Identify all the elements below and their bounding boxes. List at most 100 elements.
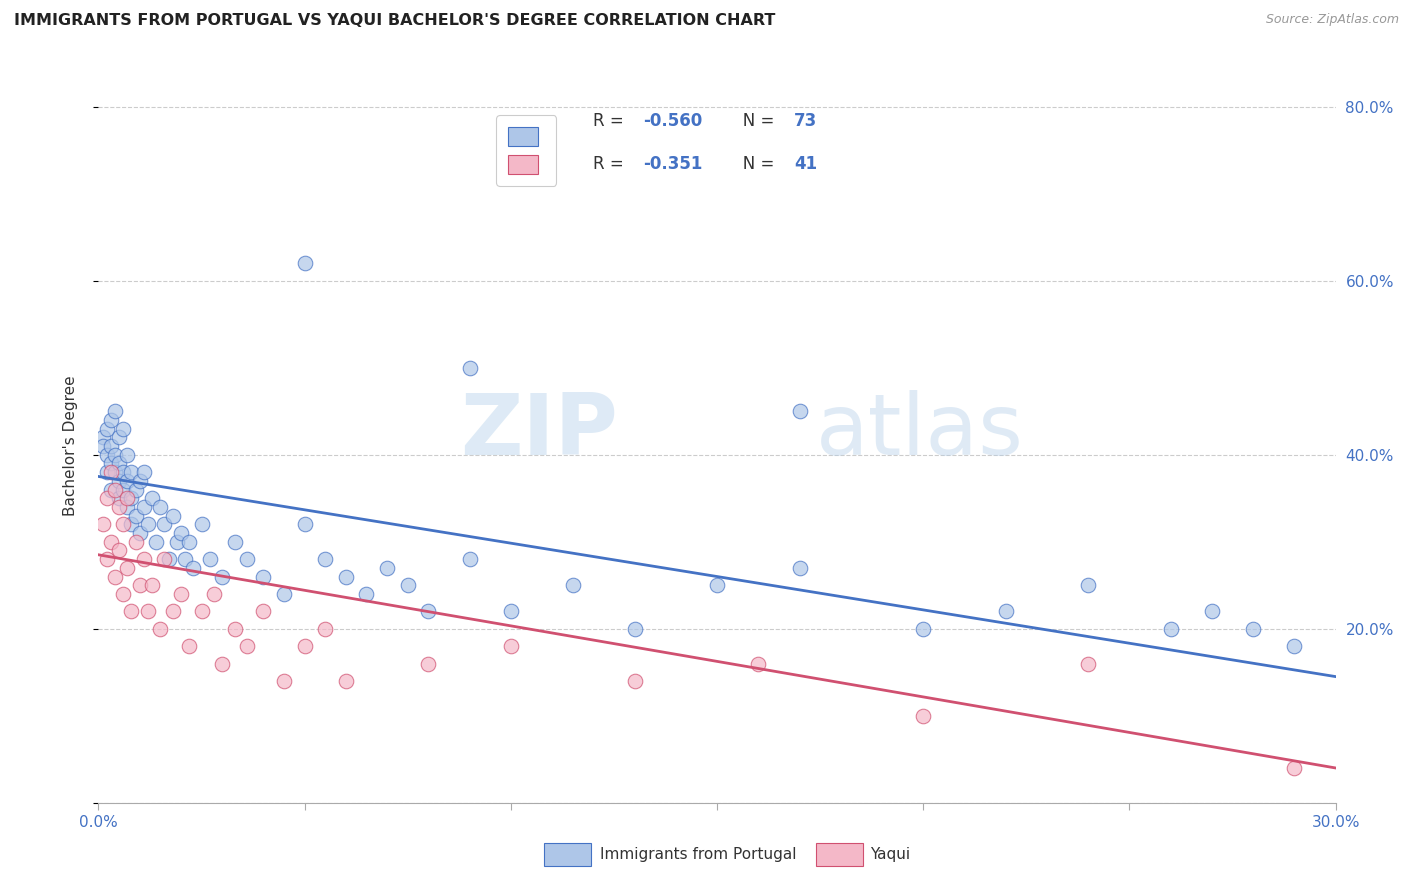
- Point: [356, 587, 378, 601]
- Text: ZIP: ZIP: [460, 390, 619, 474]
- Point: [335, 569, 357, 583]
- Point: [96, 491, 118, 506]
- Point: [211, 657, 233, 671]
- Point: [418, 604, 440, 618]
- Point: [789, 404, 811, 418]
- Point: [141, 491, 163, 506]
- Point: [112, 483, 135, 497]
- Point: [252, 569, 274, 583]
- Point: [132, 552, 155, 566]
- Point: [912, 622, 935, 636]
- Point: [100, 534, 122, 549]
- Point: [236, 639, 259, 653]
- Point: [91, 517, 114, 532]
- Point: [124, 483, 146, 497]
- Text: atlas: atlas: [815, 390, 1024, 474]
- Y-axis label: Bachelor's Degree: Bachelor's Degree: [63, 376, 77, 516]
- Point: [224, 622, 246, 636]
- Point: [1160, 622, 1182, 636]
- Point: [499, 604, 522, 618]
- Point: [190, 517, 212, 532]
- Point: [120, 465, 142, 479]
- Point: [104, 569, 127, 583]
- Point: [149, 622, 172, 636]
- Point: [202, 587, 225, 601]
- Point: [153, 552, 176, 566]
- Text: 73: 73: [794, 112, 817, 130]
- Text: Immigrants from Portugal: Immigrants from Portugal: [599, 847, 796, 862]
- Point: [108, 457, 131, 471]
- Point: [1284, 761, 1306, 775]
- Point: [179, 534, 201, 549]
- Point: [314, 552, 336, 566]
- Point: [104, 465, 127, 479]
- Point: [96, 552, 118, 566]
- Point: [294, 517, 316, 532]
- FancyBboxPatch shape: [815, 843, 863, 865]
- Point: [112, 421, 135, 435]
- Point: [335, 673, 357, 688]
- Point: [104, 483, 127, 497]
- Point: [273, 587, 295, 601]
- Point: [181, 561, 204, 575]
- Point: [1284, 639, 1306, 653]
- Point: [120, 491, 142, 506]
- Point: [166, 534, 188, 549]
- Point: [157, 552, 180, 566]
- Text: -0.560: -0.560: [643, 112, 702, 130]
- Point: [1077, 657, 1099, 671]
- Point: [912, 708, 935, 723]
- Point: [418, 657, 440, 671]
- Point: [375, 561, 398, 575]
- Point: [162, 604, 184, 618]
- Point: [117, 491, 139, 506]
- Point: [117, 561, 139, 575]
- Point: [117, 474, 139, 488]
- Point: [100, 439, 122, 453]
- Legend: , : ,: [496, 115, 557, 186]
- Point: [108, 500, 131, 514]
- Point: [706, 578, 728, 592]
- Point: [994, 604, 1017, 618]
- Point: [789, 561, 811, 575]
- Text: Yaqui: Yaqui: [870, 847, 911, 862]
- Text: N =: N =: [727, 112, 779, 130]
- Point: [174, 552, 197, 566]
- Point: [117, 448, 139, 462]
- Text: N =: N =: [727, 155, 779, 173]
- Text: IMMIGRANTS FROM PORTUGAL VS YAQUI BACHELOR'S DEGREE CORRELATION CHART: IMMIGRANTS FROM PORTUGAL VS YAQUI BACHEL…: [14, 13, 776, 29]
- FancyBboxPatch shape: [544, 843, 591, 865]
- Point: [145, 534, 167, 549]
- Point: [314, 622, 336, 636]
- Point: [100, 457, 122, 471]
- Point: [124, 534, 146, 549]
- Point: [499, 639, 522, 653]
- Point: [162, 508, 184, 523]
- Point: [136, 604, 159, 618]
- Point: [120, 517, 142, 532]
- Point: [128, 474, 150, 488]
- Point: [120, 604, 142, 618]
- Point: [252, 604, 274, 618]
- Point: [108, 491, 131, 506]
- Point: [1241, 622, 1264, 636]
- Point: [136, 517, 159, 532]
- Point: [132, 465, 155, 479]
- Point: [294, 639, 316, 653]
- Point: [236, 552, 259, 566]
- Point: [190, 604, 212, 618]
- Point: [96, 421, 118, 435]
- Point: [623, 673, 645, 688]
- Point: [100, 483, 122, 497]
- Text: 41: 41: [794, 155, 817, 173]
- Point: [124, 508, 146, 523]
- Point: [458, 360, 481, 375]
- Text: R =: R =: [593, 112, 630, 130]
- Point: [128, 526, 150, 541]
- Point: [294, 256, 316, 270]
- Point: [91, 439, 114, 453]
- Point: [108, 430, 131, 444]
- Point: [132, 500, 155, 514]
- Point: [112, 517, 135, 532]
- Point: [561, 578, 583, 592]
